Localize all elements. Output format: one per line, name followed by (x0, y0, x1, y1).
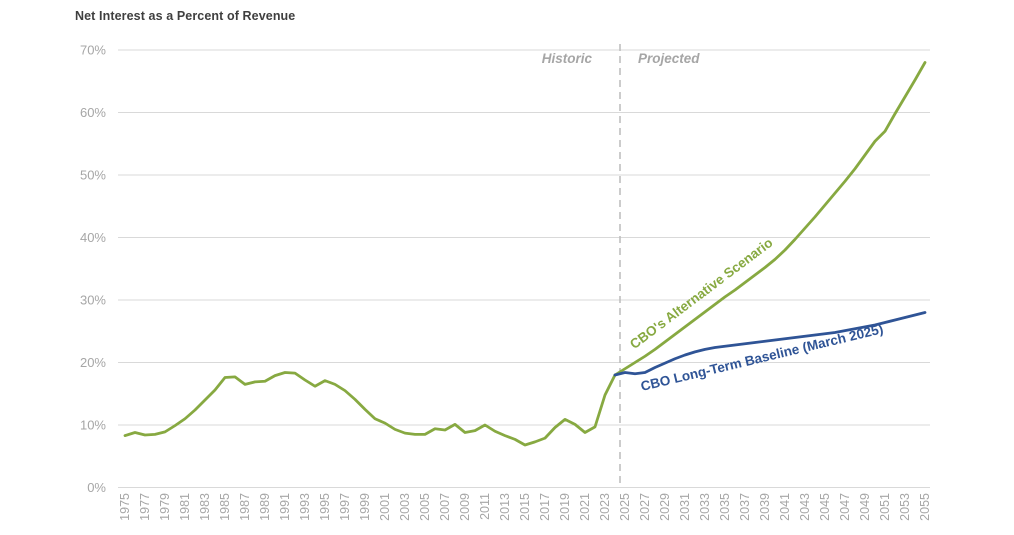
x-axis-tick-label: 2047 (838, 493, 852, 521)
x-axis-labels: 1975 1977 1979 1981 1983 1985 1987 1989 1991 1993… (118, 493, 932, 521)
x-axis-tick-label: 1983 (198, 493, 212, 521)
historic-zone-label: Historic (542, 51, 593, 66)
x-axis-tick-label: 1995 (318, 493, 332, 521)
x-axis-tick-label: 2009 (458, 493, 472, 521)
x-axis-tick-label: 1985 (218, 493, 232, 521)
y-axis-tick-label: 50% (80, 168, 106, 183)
chart-title: Net Interest as a Percent of Revenue (75, 9, 296, 23)
y-axis-tick-label: 70% (80, 43, 106, 58)
x-axis-tick-label: 2049 (858, 493, 872, 521)
x-axis-tick-label: 1979 (158, 493, 172, 521)
projected-zone-label: Projected (638, 51, 700, 66)
y-axis-tick-label: 20% (80, 355, 106, 370)
x-axis-tick-label: 2021 (578, 493, 592, 521)
x-axis-tick-label: 2039 (758, 493, 772, 521)
x-axis-tick-label: 1989 (258, 493, 272, 521)
x-axis-tick-label: 2005 (418, 493, 432, 521)
x-axis-tick-label: 2013 (498, 493, 512, 521)
y-axis-tick-label: 40% (80, 230, 106, 245)
x-axis-tick-label: 2019 (558, 493, 572, 521)
x-axis-tick-label: 2007 (438, 493, 452, 521)
x-axis-tick-label: 2015 (518, 493, 532, 521)
x-axis-tick-label: 2029 (658, 493, 672, 521)
y-axis-tick-label: 0% (87, 480, 106, 495)
x-axis-tick-label: 2003 (398, 493, 412, 521)
x-axis-tick-label: 2033 (698, 493, 712, 521)
series-line (613, 311, 927, 377)
x-axis-tick-label: 2041 (778, 493, 792, 521)
data-series-lines (123, 61, 927, 447)
x-axis-tick-label: 1999 (358, 493, 372, 521)
x-axis-tick-label: 2055 (918, 493, 932, 521)
x-axis-tick-label: 1975 (118, 493, 132, 521)
alternative-scenario-series-label: CBO's Alternative Scenario (627, 235, 775, 352)
x-axis-tick-label: 2031 (678, 493, 692, 521)
x-axis-tick-label: 2043 (798, 493, 812, 521)
x-axis-tick-label: 2011 (478, 493, 492, 520)
x-axis-tick-label: 1993 (298, 493, 312, 521)
x-axis-tick-label: 2053 (898, 493, 912, 521)
x-axis-tick-label: 1981 (178, 493, 192, 521)
x-axis-tick-label: 2051 (878, 493, 892, 521)
y-axis-labels: 0% 10% 20% 30% 40% 50% 60% 70% (80, 43, 106, 496)
x-axis-tick-label: 2037 (738, 493, 752, 521)
gridlines (118, 49, 930, 488)
x-axis-tick-label: 2035 (718, 493, 732, 521)
x-axis-tick-label: 2025 (618, 493, 632, 521)
x-axis-tick-label: 1991 (278, 493, 292, 521)
x-axis-tick-label: 2023 (598, 493, 612, 521)
x-axis-tick-label: 1977 (138, 493, 152, 521)
y-axis-tick-label: 10% (80, 418, 106, 433)
x-axis-tick-label: 2027 (638, 493, 652, 521)
y-axis-tick-label: 60% (80, 105, 106, 120)
x-axis-tick-label: 2017 (538, 493, 552, 521)
series-line (123, 371, 617, 447)
y-axis-tick-label: 30% (80, 293, 106, 308)
x-axis-tick-label: 2001 (378, 493, 392, 521)
series-line (613, 61, 927, 377)
x-axis-tick-label: 1997 (338, 493, 352, 521)
x-axis-tick-label: 1987 (238, 493, 252, 521)
x-axis-tick-label: 2045 (818, 493, 832, 521)
